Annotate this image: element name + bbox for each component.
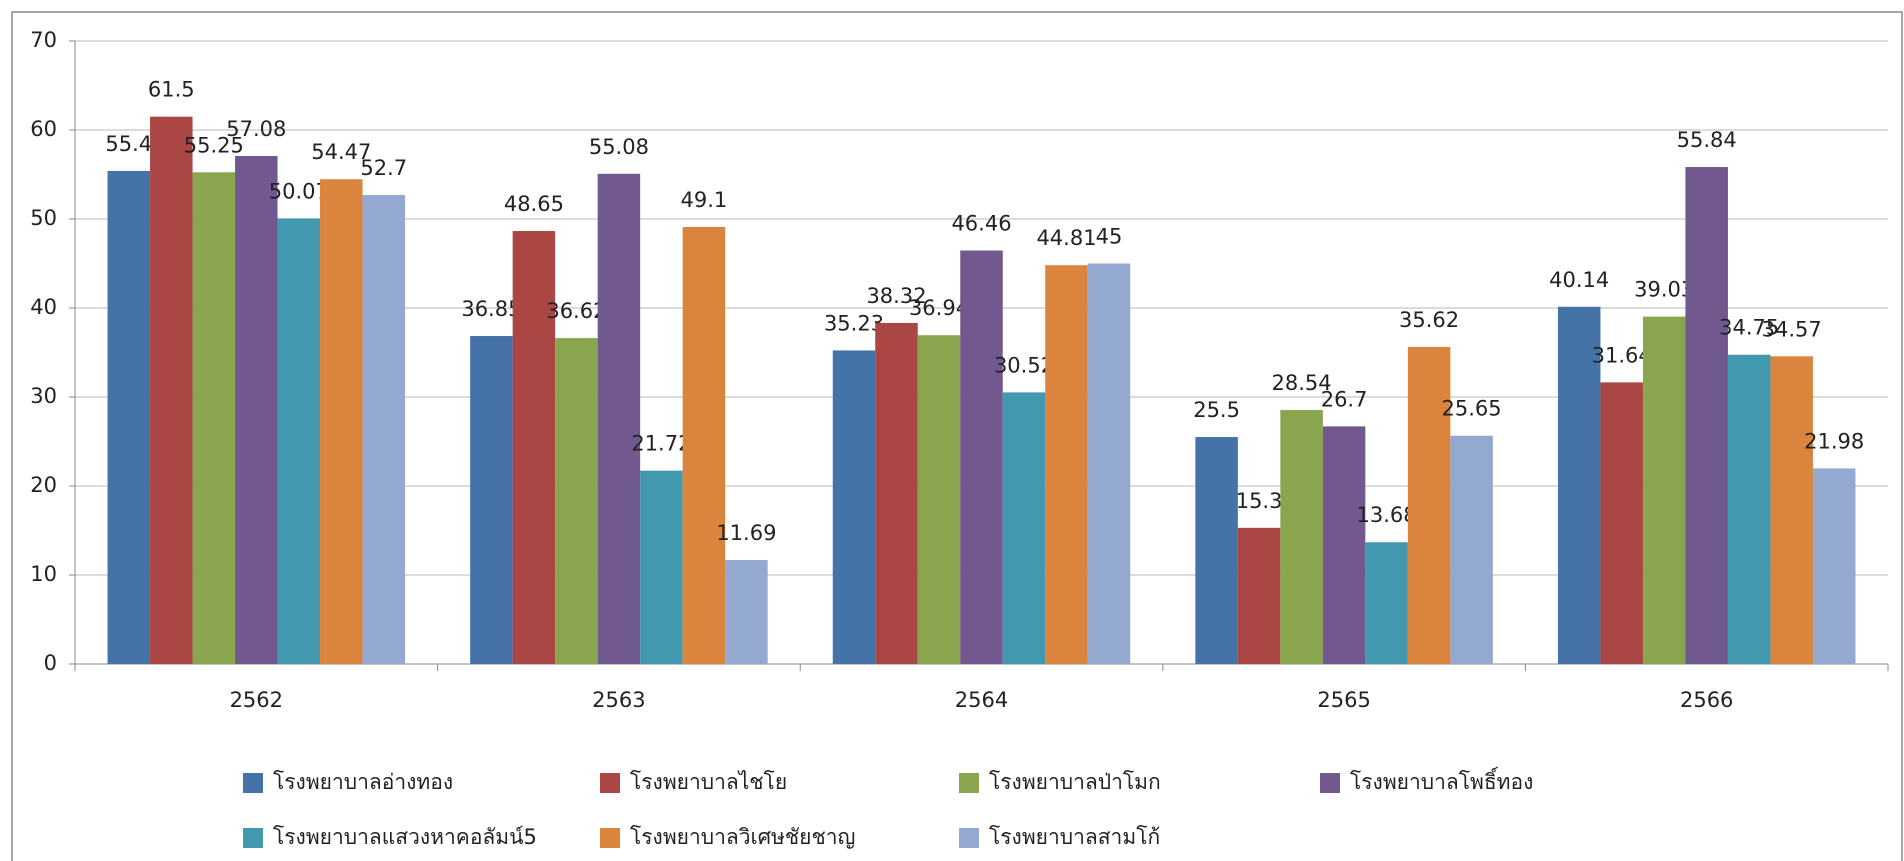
data-label: 21.98: [1804, 429, 1864, 453]
legend-label: โรงพยาบาลแสวงหาคอลัมน์5: [273, 825, 537, 849]
data-label: 26.7: [1321, 387, 1368, 411]
bar: [320, 179, 363, 665]
legend-swatch: [600, 828, 620, 848]
bar: [1557, 306, 1601, 664]
data-label: 28.54: [1272, 371, 1332, 395]
bar: [555, 338, 598, 664]
data-label: 34.57: [1762, 317, 1822, 341]
legend-label: โรงพยาบาลอ่างทอง: [273, 770, 453, 794]
data-label: 55.4: [105, 132, 152, 156]
bar: [1407, 346, 1451, 664]
data-label: 35.62: [1399, 308, 1459, 332]
data-label: 39.03: [1634, 278, 1694, 302]
bar: [235, 155, 278, 664]
data-label: 55.84: [1677, 128, 1737, 152]
bar: [832, 350, 876, 664]
legend-swatch: [959, 773, 979, 793]
data-label: 36.62: [546, 299, 606, 323]
data-label: 31.64: [1592, 343, 1652, 367]
data-label: 40.14: [1549, 268, 1609, 292]
data-label: 38.32: [866, 284, 926, 308]
legend-label: โรงพยาบาลสามโก้: [989, 825, 1160, 849]
bar: [1812, 468, 1856, 664]
legend-swatch: [243, 773, 263, 793]
bar: [362, 194, 406, 664]
x-tick-label: 2565: [1317, 688, 1370, 712]
data-label: 55.25: [184, 133, 244, 157]
y-tick-label: 30: [30, 384, 57, 408]
data-label: 21.72: [631, 432, 691, 456]
bar: [512, 231, 556, 664]
y-tick-label: 20: [30, 473, 57, 497]
bar: [1045, 265, 1088, 664]
legend-label: โรงพยาบาลไชโย: [630, 770, 787, 794]
bar: [1087, 263, 1131, 664]
y-tick-label: 60: [30, 117, 57, 141]
bar: [1450, 435, 1493, 664]
bar: [1365, 542, 1408, 664]
data-label: 45: [1096, 225, 1123, 249]
y-tick-label: 50: [30, 206, 57, 230]
bar: [725, 559, 768, 664]
data-label: 52.7: [360, 156, 407, 180]
chart-frame: [11, 11, 1903, 861]
data-label: 34.75: [1719, 316, 1779, 340]
data-label: 35.23: [824, 311, 884, 335]
data-label: 30.52: [994, 353, 1054, 377]
data-label: 50.07: [269, 179, 329, 203]
data-label: 54.47: [311, 140, 371, 164]
bar: [597, 173, 641, 664]
bar: [192, 172, 236, 664]
data-label: 25.5: [1193, 398, 1240, 422]
bar: [1600, 382, 1643, 664]
data-label: 15.3: [1236, 489, 1283, 513]
x-tick-label: 2563: [592, 688, 645, 712]
legend-swatch: [243, 828, 263, 848]
bar: [875, 322, 918, 664]
bar: [682, 227, 726, 664]
y-tick-label: 0: [44, 651, 57, 675]
data-label: 13.68: [1357, 503, 1417, 527]
data-label: 46.46: [951, 212, 1011, 236]
bar: [1642, 316, 1686, 664]
legend-swatch: [1320, 773, 1340, 793]
legend-label: โรงพยาบาลโพธิ์ทอง: [1350, 766, 1533, 794]
bar: [960, 250, 1003, 665]
data-label: 11.69: [716, 521, 776, 545]
bar: [470, 336, 513, 664]
bar: [1280, 409, 1323, 664]
data-label: 61.5: [148, 78, 195, 102]
data-label: 36.85: [461, 297, 521, 321]
bar: [1685, 167, 1728, 665]
data-label: 48.65: [504, 192, 564, 216]
bar: [150, 116, 193, 664]
data-label: 36.94: [909, 296, 969, 320]
x-tick-label: 2566: [1680, 688, 1733, 712]
bar: [1727, 354, 1771, 664]
bar: [1002, 392, 1046, 664]
data-label: 44.81: [1036, 226, 1096, 250]
legend-swatch: [600, 773, 620, 793]
y-tick-label: 10: [30, 562, 57, 586]
data-label: 49.1: [681, 188, 728, 212]
bar: [277, 218, 321, 664]
legend-label: โรงพยาบาลวิเศษชัยชาญ: [630, 825, 855, 849]
bar: [1195, 437, 1238, 664]
bar: [1770, 356, 1813, 664]
bar: [640, 470, 683, 664]
data-label: 57.08: [226, 117, 286, 141]
x-tick-label: 2564: [955, 688, 1008, 712]
legend-swatch: [959, 828, 979, 848]
y-tick-label: 70: [30, 28, 57, 52]
data-label: 55.08: [589, 135, 649, 159]
legend-label: โรงพยาบาลป่าโมก: [989, 770, 1161, 794]
data-label: 25.65: [1442, 397, 1502, 421]
bar: [107, 170, 151, 664]
bar: [1322, 426, 1366, 664]
bar: [1237, 527, 1281, 664]
y-tick-label: 40: [30, 295, 57, 319]
bar: [917, 335, 961, 664]
x-tick-label: 2562: [230, 688, 283, 712]
